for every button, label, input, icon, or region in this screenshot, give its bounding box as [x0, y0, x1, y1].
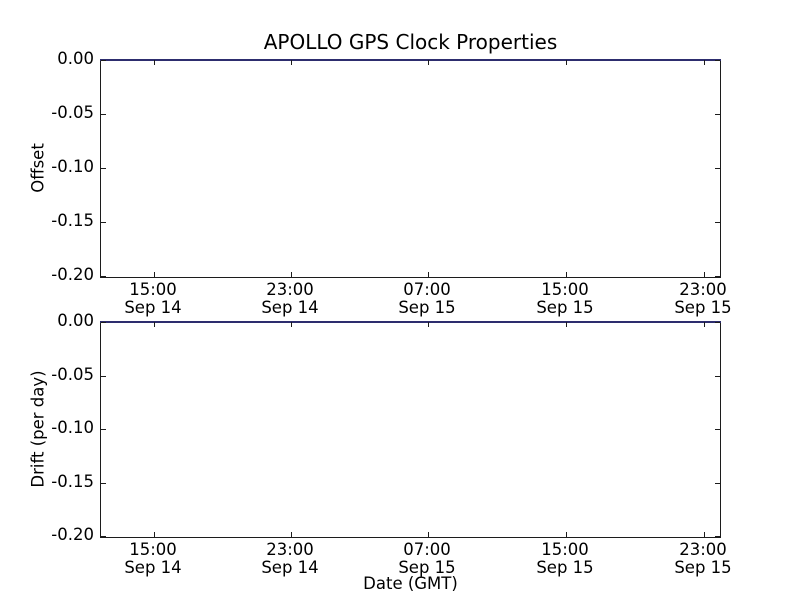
- x-tick-label: 15:00 Sep 15: [536, 540, 594, 577]
- x-tick-mark: [566, 322, 567, 327]
- x-tick-label: 15:00 Sep 15: [536, 280, 594, 317]
- y-tick-label: -0.15: [51, 472, 94, 491]
- x-tick-mark: [566, 60, 567, 65]
- y-tick-label: -0.10: [51, 418, 94, 437]
- x-tick-mark: [566, 532, 567, 537]
- y-tick-label: 0.00: [57, 49, 94, 68]
- y-tick-mark: [101, 60, 106, 61]
- y-tick-label: -0.15: [51, 211, 94, 230]
- y-tick-mark: [715, 222, 720, 223]
- x-tick-label: 15:00 Sep 14: [124, 280, 182, 317]
- x-tick-mark: [291, 272, 292, 277]
- y-tick-mark: [101, 376, 106, 377]
- x-tick-mark: [704, 60, 705, 65]
- x-tick-mark: [566, 272, 567, 277]
- x-tick-mark: [154, 322, 155, 327]
- y-tick-mark: [101, 168, 106, 169]
- y-tick-mark: [715, 60, 720, 61]
- x-tick-label: 07:00 Sep 15: [398, 280, 456, 317]
- x-tick-mark: [154, 60, 155, 65]
- y-tick-mark: [715, 376, 720, 377]
- y-tick-label: -0.05: [51, 103, 94, 122]
- y-tick-mark: [101, 322, 106, 323]
- y-tick-mark: [101, 276, 106, 277]
- drift-plot-area: [100, 321, 721, 538]
- y-tick-mark: [715, 536, 720, 537]
- x-tick-mark: [291, 532, 292, 537]
- x-tick-mark: [291, 60, 292, 65]
- y-tick-mark: [715, 114, 720, 115]
- date-x-axis-label: Date (GMT): [363, 574, 458, 593]
- x-tick-mark: [428, 60, 429, 65]
- x-tick-mark: [154, 532, 155, 537]
- y-tick-mark: [715, 322, 720, 323]
- x-tick-label: 15:00 Sep 14: [124, 540, 182, 577]
- chart-title: APOLLO GPS Clock Properties: [263, 30, 558, 54]
- y-tick-mark: [101, 114, 106, 115]
- y-tick-mark: [101, 483, 106, 484]
- x-tick-mark: [704, 532, 705, 537]
- y-tick-label: -0.10: [51, 157, 94, 176]
- y-tick-mark: [101, 429, 106, 430]
- x-tick-mark: [291, 322, 292, 327]
- y-tick-label: -0.05: [51, 365, 94, 384]
- x-tick-mark: [704, 272, 705, 277]
- y-tick-mark: [101, 536, 106, 537]
- x-tick-label: 07:00 Sep 15: [398, 540, 456, 577]
- x-tick-label: 23:00 Sep 15: [674, 280, 732, 317]
- y-tick-mark: [715, 483, 720, 484]
- x-tick-mark: [428, 272, 429, 277]
- x-tick-mark: [428, 322, 429, 327]
- y-tick-mark: [715, 168, 720, 169]
- x-tick-label: 23:00 Sep 15: [674, 540, 732, 577]
- offset-plot-area: [100, 59, 721, 278]
- y-tick-mark: [101, 222, 106, 223]
- drift-zero-data-line: [100, 321, 721, 323]
- y-tick-label: -0.20: [51, 525, 94, 544]
- x-tick-label: 23:00 Sep 14: [261, 540, 319, 577]
- y-tick-mark: [715, 276, 720, 277]
- x-tick-mark: [154, 272, 155, 277]
- offset-zero-data-line: [100, 59, 721, 61]
- x-tick-label: 23:00 Sep 14: [261, 280, 319, 317]
- x-tick-mark: [704, 322, 705, 327]
- y-tick-label: 0.00: [57, 311, 94, 330]
- y-tick-label: -0.20: [51, 265, 94, 284]
- x-tick-mark: [428, 532, 429, 537]
- y-tick-mark: [715, 429, 720, 430]
